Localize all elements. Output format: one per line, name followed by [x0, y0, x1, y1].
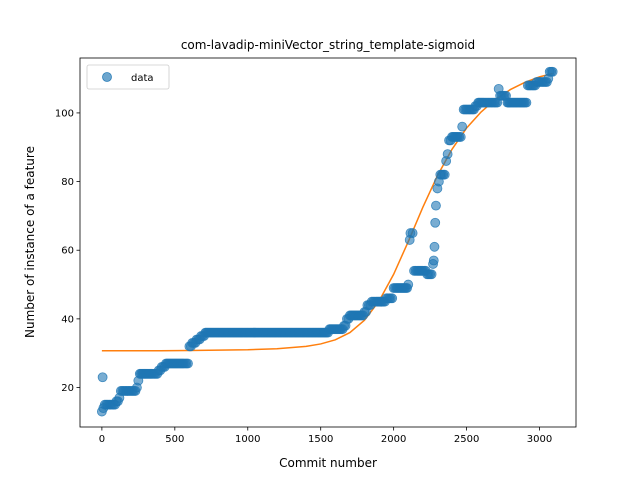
- data-points-layer: [96, 66, 558, 417]
- data-point: [183, 358, 193, 369]
- data-point: [547, 66, 558, 77]
- x-tick-label: 1500: [308, 434, 333, 445]
- y-tick-label: 100: [55, 108, 74, 119]
- data-point: [407, 228, 418, 238]
- x-tick-label: 0: [99, 434, 105, 445]
- x-tick-label: 3000: [527, 434, 552, 445]
- data-point: [428, 255, 439, 266]
- legend-marker-data: [102, 72, 112, 82]
- y-axis: 20 40 60 80 100: [55, 108, 80, 394]
- legend-label-data: data: [131, 73, 154, 84]
- y-tick-label: 60: [61, 246, 74, 257]
- plot-frame: [79, 57, 577, 428]
- data-point: [455, 132, 466, 142]
- legend-box: [86, 64, 170, 90]
- data-point: [439, 169, 450, 180]
- x-tick-label: 2000: [381, 434, 406, 445]
- chart-title: com-lavadip-miniVector_string_template-s…: [181, 38, 475, 52]
- y-tick-label: 40: [61, 314, 74, 325]
- y-tick-label: 20: [61, 383, 74, 394]
- x-tick-label: 2500: [454, 434, 479, 445]
- data-point: [403, 279, 414, 290]
- data-point: [387, 293, 398, 304]
- data-point: [442, 149, 453, 160]
- data-point: [426, 269, 437, 280]
- data-point: [430, 217, 441, 228]
- data-point: [97, 372, 108, 383]
- x-tick-label: 1000: [235, 434, 260, 445]
- x-tick-label: 500: [165, 434, 184, 445]
- x-axis-label: Commit number: [279, 456, 377, 470]
- data-point: [457, 121, 468, 132]
- legend: data: [86, 64, 170, 90]
- y-tick-label: 80: [61, 177, 74, 188]
- data-point: [521, 97, 532, 108]
- y-axis-label: Number of instance of a feature: [23, 146, 37, 338]
- data-point: [429, 241, 440, 252]
- x-axis: 0 500 1000 1500 2000 2500 3000: [99, 427, 552, 445]
- data-point: [431, 200, 441, 211]
